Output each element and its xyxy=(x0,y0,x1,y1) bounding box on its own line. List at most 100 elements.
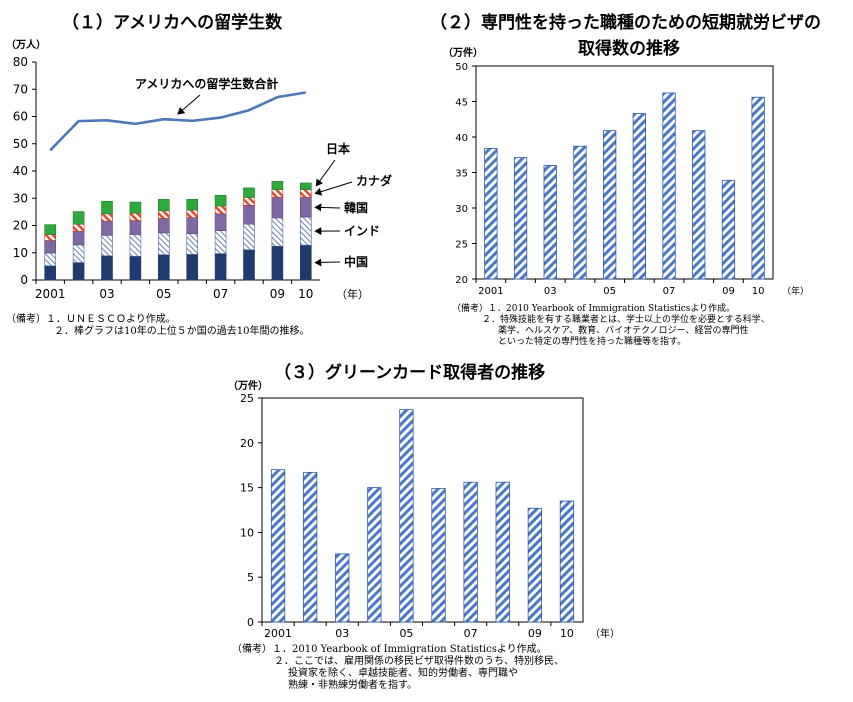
chart1-note-1: （備考）１．ＵＮＥＳＣＯより作成。 xyxy=(6,314,176,325)
chart1-bar-canada xyxy=(299,189,312,198)
chart1-bar-japan xyxy=(129,201,142,214)
c2-bar xyxy=(543,164,557,280)
c3-bar xyxy=(559,500,575,623)
c2-bar xyxy=(632,113,646,280)
chart1-bar-canada xyxy=(158,210,170,219)
chart1-bar-india xyxy=(44,252,57,267)
chart1-legend-arrow xyxy=(314,203,341,212)
chart3-title: （３）グリーンカード取得者の推移 xyxy=(274,363,546,383)
c3-bar xyxy=(431,488,446,623)
chart2-unit: （万件） xyxy=(443,48,483,59)
chart2-title-line2: 取得数の推移 xyxy=(578,39,680,59)
c2-x-tick-label: 03 xyxy=(544,286,557,297)
chart1-bar-india xyxy=(299,216,312,246)
c3-bar xyxy=(495,481,510,623)
chart1-y-tick-label: 60 xyxy=(13,110,28,124)
chart1-bar-korea xyxy=(186,217,198,234)
chart3-note-4: 熟練・非熟練労働者を指す。 xyxy=(288,680,417,691)
c3-y-tick-label: 10 xyxy=(240,526,254,539)
c3-bar xyxy=(367,487,382,623)
c3-year-unit: （年） xyxy=(590,627,620,640)
c2-y-tick-label: 40 xyxy=(455,133,468,144)
chart1-legend-label: カナダ xyxy=(356,173,392,188)
c2-bar xyxy=(603,130,617,280)
chart1-bar-korea xyxy=(243,205,255,225)
chart1-x-tick-label: 09 xyxy=(270,287,285,301)
chart1-bar-china xyxy=(44,265,57,281)
chart1-bar-korea xyxy=(101,220,113,236)
chart1-legend-label: インド xyxy=(344,224,380,238)
chart1-y-tick-label: 10 xyxy=(13,246,28,260)
chart2-note-4: といった特定の専門性を持った職種等を指す。 xyxy=(498,337,687,347)
chart1-bar-korea xyxy=(129,220,142,235)
chart1-bar-japan xyxy=(243,187,255,198)
chart2-note-1: （備考）１．2010 Yearbook of Immigration Stati… xyxy=(452,304,736,314)
c3-x-tick-label: 09 xyxy=(528,627,542,640)
chart1-note-2: ２．棒グラフは10年の上位５か国の過去10年間の推移。 xyxy=(54,326,310,337)
chart1-title: （１）アメリカへの留学生数 xyxy=(62,13,283,33)
chart1-bar-china xyxy=(101,255,113,281)
chart1-bar-india xyxy=(158,232,170,255)
c2-x-tick-label: 2001 xyxy=(478,286,503,297)
chart2-title-line1: （２）専門性を持った職種のための短期就労ビザの xyxy=(430,13,821,33)
chart1-line-label-arrow xyxy=(177,94,201,115)
chart1-bar-india xyxy=(243,223,255,251)
chart1-bar-china xyxy=(299,244,312,281)
chart3-unit: （万件） xyxy=(228,381,268,392)
chart1-bar-canada xyxy=(271,189,284,198)
c3-x-tick-label: 05 xyxy=(399,627,413,640)
chart1-y-tick-label: 50 xyxy=(13,137,28,151)
chart1-bar-canada xyxy=(214,205,227,215)
chart1-bar-japan xyxy=(186,199,198,211)
chart1-bar-india xyxy=(72,244,85,263)
chart1-line-label: アメリカへの留学生数合計 xyxy=(135,76,278,91)
chart1-x-tick-label: 10 xyxy=(298,287,313,301)
c2-bar xyxy=(573,145,587,280)
chart1-bar-china xyxy=(129,255,142,281)
chart1-bar-india xyxy=(271,217,284,247)
c2-year-unit: （年） xyxy=(782,285,809,297)
c3-x-tick-label: 10 xyxy=(560,627,574,640)
chart1-bar-canada xyxy=(186,209,198,218)
chart1-y-tick-label: 40 xyxy=(13,164,28,178)
c3-x-tick-label: 2001 xyxy=(264,627,292,640)
chart1-bar-india xyxy=(186,233,198,255)
c2-x-tick-label: 09 xyxy=(722,286,735,297)
chart2: 20 25 30 35 40 45 50 2001 03 05 07 09 10 （年） xyxy=(455,62,809,297)
c2-y-tick-label: 45 xyxy=(455,98,468,109)
chart1-bar-japan xyxy=(299,182,312,190)
c3-x-tick-label: 07 xyxy=(464,627,478,640)
chart1-y-tick-label: 20 xyxy=(13,219,28,233)
chart1-y-tick-label: 70 xyxy=(13,82,28,96)
chart1-bar-india xyxy=(101,235,113,257)
c2-y-tick-label: 35 xyxy=(455,169,468,180)
c3-bar xyxy=(270,469,286,623)
chart1-bar-korea xyxy=(44,240,57,254)
c2-y-tick-label: 25 xyxy=(455,240,468,251)
chart1-bar-china xyxy=(214,253,227,281)
c2-bar xyxy=(751,96,765,280)
chart1-bar-china xyxy=(158,254,170,281)
c2-bar xyxy=(721,179,736,280)
chart1-notes: （備考）１．ＵＮＥＳＣＯより作成。 ２．棒グラフは10年の上位５か国の過去10年… xyxy=(6,314,309,338)
c2-y-tick-label: 30 xyxy=(455,204,468,215)
c3-y-tick-label: 15 xyxy=(240,482,254,495)
chart1-bar-japan xyxy=(44,224,57,235)
c3-y-tick-label: 25 xyxy=(240,392,254,405)
chart2-notes: （備考）１．2010 Yearbook of Immigration Stati… xyxy=(452,304,770,348)
chart1-bar-china xyxy=(186,254,198,281)
chart1-bar-china xyxy=(72,262,85,281)
chart1-x-tick-label: 2001 xyxy=(35,287,66,301)
chart1-unit: （万人） xyxy=(6,40,46,51)
chart1-x-tick-label: 03 xyxy=(99,287,114,301)
c3-bar xyxy=(527,507,542,623)
chart1-bar-japan xyxy=(214,194,227,207)
chart1-bar-canada xyxy=(44,234,57,241)
chart1-y-tick-label: 30 xyxy=(13,191,28,205)
c2-y-tick-label: 20 xyxy=(455,275,468,286)
chart1-bar-korea xyxy=(72,230,85,246)
c3-bar xyxy=(399,409,414,623)
chart2-note-3: 薬学、ヘルスケア、教育、バイオテクノロジー、経営の専門性 xyxy=(498,326,749,336)
